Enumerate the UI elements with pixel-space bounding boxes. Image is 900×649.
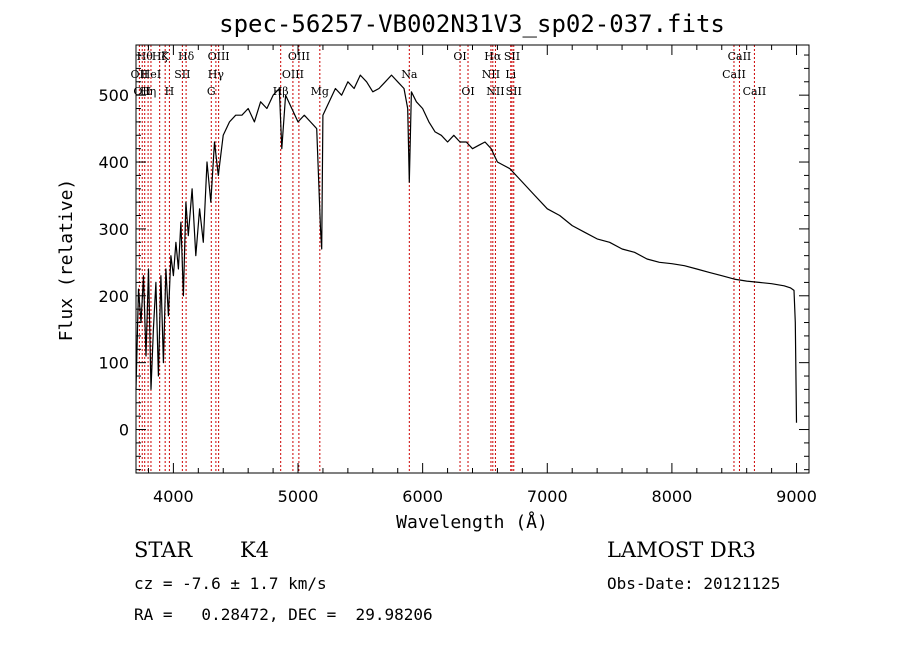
x-tick-label-4: 8000	[652, 487, 693, 506]
line-label-8: SII	[174, 68, 190, 81]
line-label-27: CaII	[728, 50, 752, 63]
line-label-10: G	[207, 85, 216, 98]
x-tick-label-0: 4000	[153, 487, 194, 506]
radial-velocity: cz = -7.6 ± 1.7 km/s	[134, 574, 327, 593]
x-tick-label-2: 6000	[402, 487, 443, 506]
observation-date: Obs-Date: 20121125	[607, 574, 781, 593]
object-class: STAR	[134, 538, 193, 562]
line-label-22: NII	[486, 85, 504, 98]
line-label-14: OIII	[282, 68, 304, 81]
x-tick-label-5: 9000	[776, 487, 817, 506]
line-label-7: H	[165, 85, 175, 98]
survey-name: LAMOST DR3	[607, 538, 756, 562]
y-tick-label-1: 100	[98, 354, 129, 373]
line-label-28: CaII	[743, 85, 767, 98]
object-subclass: K4	[240, 538, 270, 562]
y-tick-label-3: 300	[98, 220, 129, 239]
line-label-2: Hθ	[137, 50, 154, 63]
series-layer	[135, 74, 798, 423]
y-tick-label-2: 200	[98, 287, 129, 306]
line-label-6: K	[161, 50, 170, 63]
line-label-13: Hβ	[273, 85, 289, 98]
y-axis-label: Flux (relative)	[56, 179, 77, 342]
spectral-line-markers	[138, 45, 755, 473]
y-tick-label-4: 400	[98, 153, 129, 172]
line-label-4: HeI	[141, 68, 161, 81]
line-label-15: OIII	[288, 50, 310, 63]
chart-title: spec-56257-VB002N31V3_sp02-037.fits	[219, 10, 725, 38]
line-label-23: Li	[505, 68, 516, 81]
spectral-line-labels: OIIOIIHθHηHeIHζKHSIIHδGHγOIIIHβOIIIOIIIM…	[131, 50, 767, 98]
y-tick-label-5: 500	[98, 86, 129, 105]
x-tick-label-1: 5000	[278, 487, 319, 506]
line-label-17: Na	[401, 68, 418, 81]
line-label-16: Mg	[311, 85, 329, 98]
coordinates: RA = 0.28472, DEC = 29.98206	[134, 605, 433, 624]
line-label-26: CaII	[722, 68, 746, 81]
line-label-11: Hγ	[208, 68, 225, 81]
line-label-20: NII	[482, 68, 500, 81]
line-label-19: OI	[461, 85, 474, 98]
x-tick-label-3: 7000	[527, 487, 568, 506]
line-label-24: SII	[504, 50, 520, 63]
axis-ticks	[136, 45, 809, 473]
line-label-3: Hη	[140, 85, 156, 98]
line-label-25: SII	[506, 85, 522, 98]
line-label-18: OI	[453, 50, 466, 63]
line-label-21: Hα	[484, 50, 502, 63]
axis-tick-labels: 4000 5000 6000 7000 8000 9000 0 100 200 300 400 500	[98, 86, 816, 506]
line-label-12: OIII	[208, 50, 230, 63]
line-label-5: Hζ	[152, 50, 168, 63]
line-label-0: OII	[131, 68, 149, 81]
series-flux	[135, 74, 798, 423]
plot-frame	[135, 44, 810, 474]
line-label-9: Hδ	[178, 50, 195, 63]
y-tick-label-0: 0	[119, 421, 129, 440]
x-axis-label: Wavelength (Å)	[396, 511, 548, 533]
